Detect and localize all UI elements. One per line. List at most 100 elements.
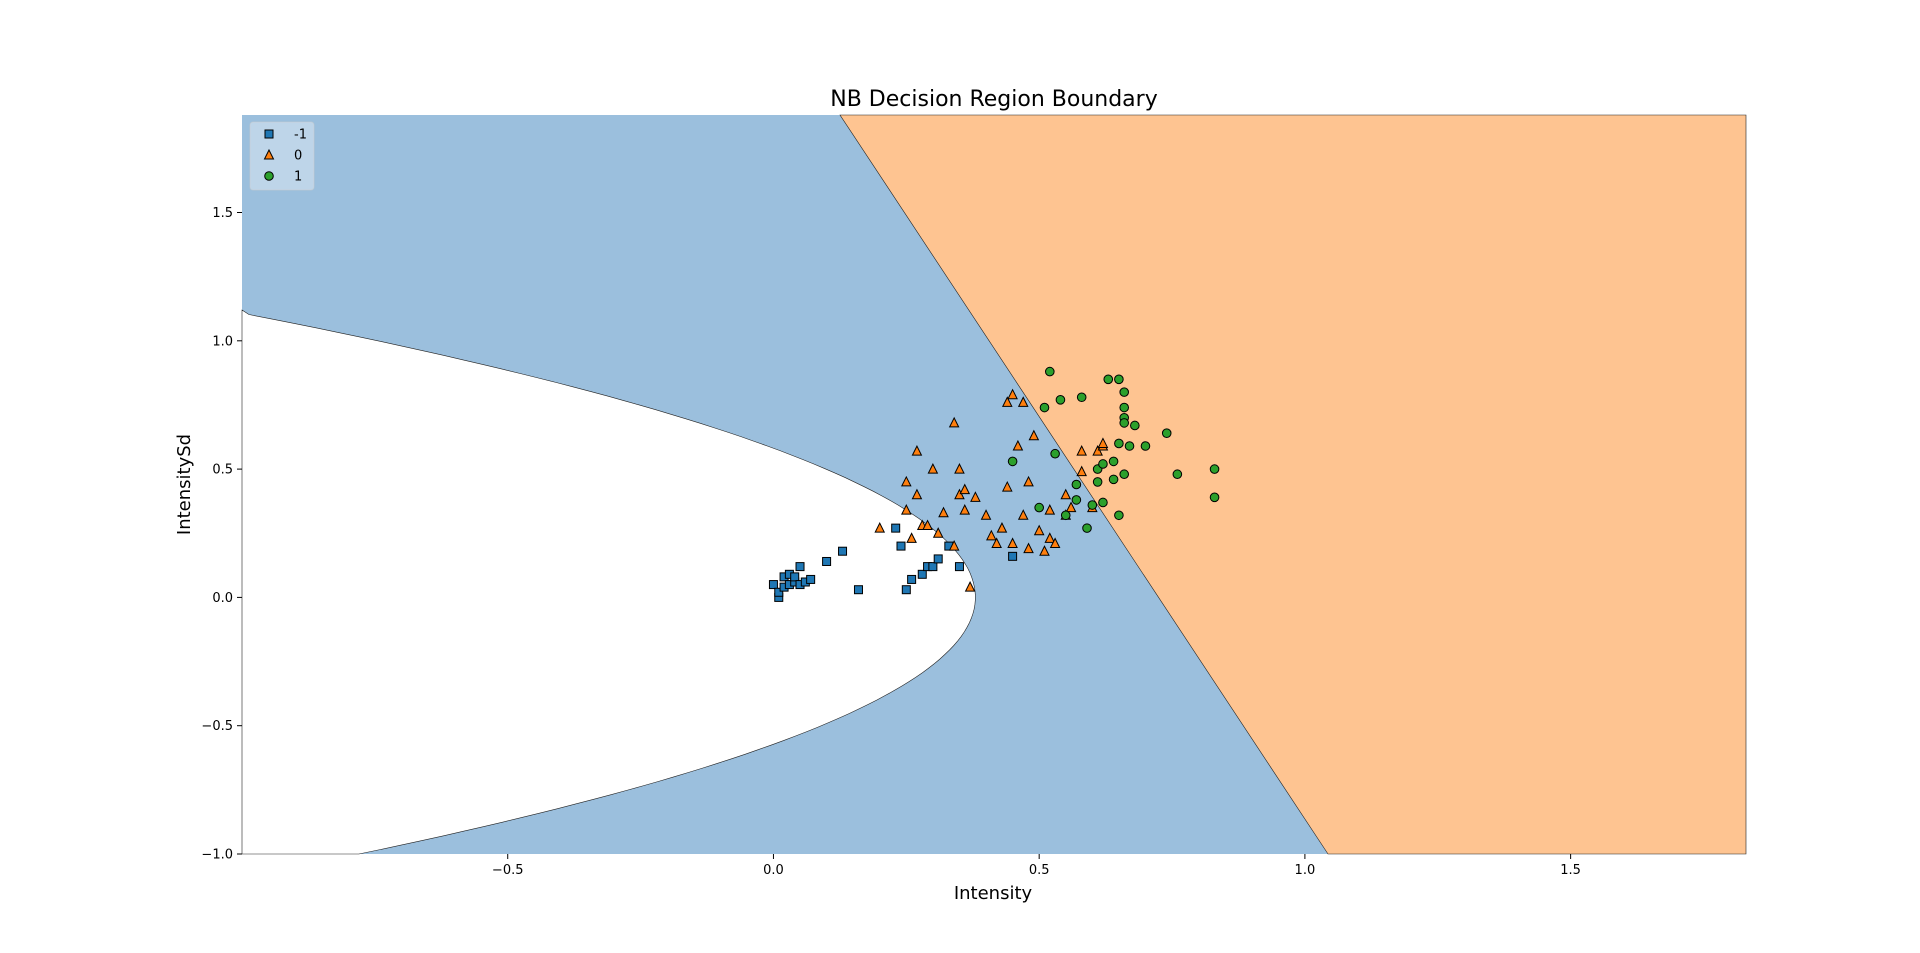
data-point-triangle <box>901 504 912 515</box>
legend-marker-triangle <box>263 148 275 160</box>
data-point-circle <box>1161 428 1172 438</box>
data-point-circle <box>1071 479 1082 490</box>
legend-label: 1 <box>294 170 302 185</box>
data-point-triangle <box>1001 480 1013 492</box>
data-point-square <box>838 546 848 556</box>
data-point-square <box>774 587 784 597</box>
chart-title: NB Decision Region Boundary <box>830 87 1157 112</box>
data-point-triangle <box>1028 429 1040 441</box>
x-tick-label: 0.0 <box>763 863 784 878</box>
decision-regions <box>241 114 1747 855</box>
y-axis-label: IntensitySd <box>174 434 195 535</box>
data-point-triangle <box>1076 465 1087 477</box>
data-point-circle <box>1124 441 1135 451</box>
data-point-triangle <box>938 506 949 518</box>
data-point-triangle <box>954 462 965 474</box>
region-class-minus1 <box>241 309 976 855</box>
data-point-triangle <box>1017 396 1029 407</box>
data-point-square <box>768 580 778 590</box>
data-point-circle <box>1119 469 1130 480</box>
data-point-circle <box>1055 395 1066 405</box>
data-point-square <box>891 523 901 533</box>
data-point-triangle <box>901 475 912 487</box>
data-point-circle <box>1114 438 1124 449</box>
data-point-square <box>928 562 938 572</box>
region-class-1 <box>839 114 1747 855</box>
data-point-square <box>954 562 964 572</box>
data-point-circle <box>1209 464 1220 474</box>
data-point-circle <box>1039 402 1050 413</box>
data-point-triangle <box>932 527 944 538</box>
y-tick-label: 1.5 <box>212 206 233 221</box>
x-tick-label: 1.5 <box>1560 863 1581 878</box>
data-point-triangle <box>1076 445 1087 456</box>
data-point-circle <box>1209 492 1220 503</box>
data-point-circle <box>1034 502 1044 513</box>
data-point-triangle <box>948 416 960 428</box>
y-tick-label: 0.0 <box>212 591 233 606</box>
data-point-triangle <box>970 491 981 502</box>
legend-label: 0 <box>294 149 302 164</box>
y-tick-label: 1.0 <box>212 334 233 349</box>
data-point-circle <box>1060 510 1071 521</box>
data-point-triangle <box>980 509 992 520</box>
data-point-circle <box>1130 420 1140 431</box>
data-point-triangle <box>874 522 886 533</box>
data-point-triangle <box>927 462 939 474</box>
data-point-triangle <box>1033 524 1045 536</box>
data-point-triangle <box>911 445 923 456</box>
data-point-triangle <box>954 488 965 500</box>
data-point-triangle <box>996 522 1008 533</box>
data-point-triangle <box>1007 388 1018 400</box>
legend-label: -1 <box>294 128 307 143</box>
data-point-triangle <box>959 504 971 515</box>
data-point-triangle <box>1044 504 1056 515</box>
data-point-triangle <box>1049 537 1061 549</box>
data-point-square <box>853 585 863 595</box>
data-point-square <box>907 574 917 584</box>
data-point-circle <box>1108 456 1119 467</box>
data-point-circle <box>1119 402 1130 413</box>
x-tick-label: 1.0 <box>1295 863 1316 878</box>
data-point-triangle <box>1012 439 1024 451</box>
data-point-triangle <box>959 483 971 495</box>
data-point-square <box>896 541 906 551</box>
data-point-square <box>795 562 805 572</box>
data-point-square <box>901 585 911 595</box>
data-point-triangle <box>948 539 960 551</box>
x-tick-label: −0.5 <box>492 863 524 878</box>
data-point-triangle <box>911 488 923 500</box>
data-point-triangle <box>922 519 933 531</box>
x-tick-label: 0.5 <box>1029 863 1050 878</box>
series-minus1 <box>768 523 1018 602</box>
legend-marker-square <box>264 129 274 139</box>
data-point-triangle <box>1097 437 1109 448</box>
axes: −0.5 0.0 0.5 1.0 1.5 −1.0 −0.5 0.0 0.5 1.0 1.5 <box>201 206 1581 878</box>
data-point-circle <box>1071 495 1082 505</box>
data-point-square <box>917 569 927 579</box>
data-point-square <box>933 554 943 564</box>
data-point-circle <box>1103 374 1114 385</box>
legend-marker-circle <box>264 171 274 181</box>
data-point-circle <box>1087 500 1098 510</box>
data-point-triangle <box>986 529 997 541</box>
data-point-circle <box>1092 477 1103 487</box>
data-point-circle <box>1082 523 1092 533</box>
data-point-triangle <box>906 532 917 543</box>
data-point-triangle <box>1044 532 1056 543</box>
data-point-circle <box>1007 456 1018 467</box>
series-1 <box>1007 366 1220 533</box>
data-point-triangle <box>1065 501 1077 513</box>
data-point-circle <box>1172 469 1183 480</box>
y-tick-label: 0.5 <box>212 463 233 478</box>
data-point-square <box>790 572 800 582</box>
data-point-triangle <box>1001 396 1013 407</box>
x-axis-label: Intensity <box>954 883 1033 904</box>
data-point-circle <box>1045 366 1055 377</box>
y-tick-label: −1.0 <box>201 848 233 863</box>
data-point-circle <box>1076 392 1087 403</box>
data-point-triangle <box>964 581 976 592</box>
data-point-triangle <box>1023 475 1034 487</box>
data-point-triangle <box>1060 488 1072 500</box>
